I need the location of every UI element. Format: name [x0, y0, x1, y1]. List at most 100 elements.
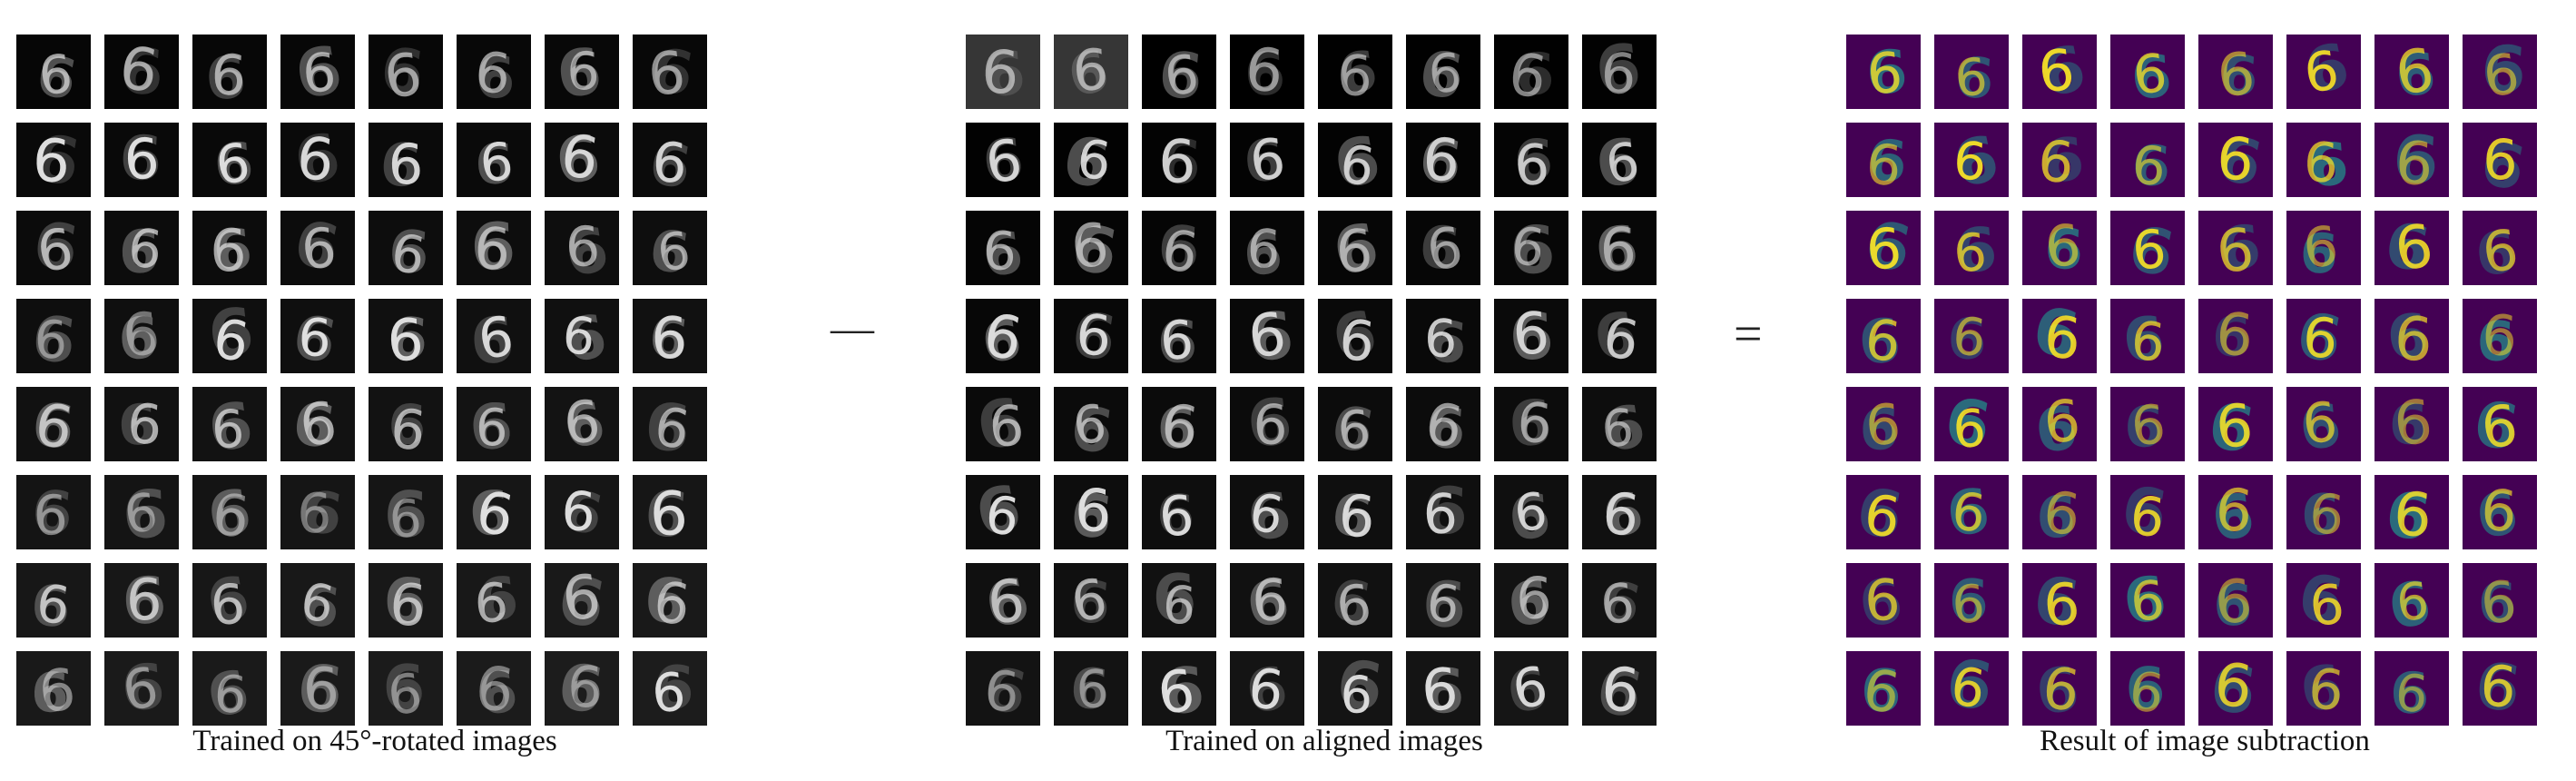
feature-tile-image: 66	[1934, 299, 2009, 373]
svg-text:6: 6	[1509, 212, 1556, 285]
svg-text:6: 6	[558, 563, 605, 635]
svg-text:6: 6	[1948, 568, 1989, 635]
feature-tile-image: 66	[545, 475, 619, 549]
feature-tile-image: 66	[16, 123, 91, 197]
svg-text:6: 6	[1155, 38, 1205, 109]
feature-tile-image: 66	[2110, 35, 2185, 109]
feature-tile-image: 66	[1582, 211, 1657, 285]
svg-text:6: 6	[1244, 479, 1295, 549]
feature-tile-image: 66	[369, 299, 443, 373]
svg-text:6: 6	[2208, 480, 2258, 549]
feature-tile-image: 66	[1318, 651, 1392, 726]
svg-text:6: 6	[1593, 35, 1645, 109]
svg-text:6: 6	[28, 302, 80, 373]
feature-tile-image: 66	[2463, 387, 2537, 461]
feature-tile-image: 66	[1846, 123, 1921, 197]
svg-text:6: 6	[123, 127, 161, 193]
feature-tile-image: 66	[2198, 387, 2273, 461]
svg-text:6: 6	[1511, 481, 1551, 544]
svg-text:6: 6	[982, 659, 1022, 726]
minus-sign: —	[831, 304, 874, 352]
svg-text:6: 6	[1422, 482, 1459, 547]
svg-text:6: 6	[122, 476, 170, 549]
svg-text:6: 6	[2479, 35, 2529, 109]
svg-text:6: 6	[1334, 39, 1381, 107]
svg-text:6: 6	[1068, 656, 1111, 723]
svg-text:6: 6	[643, 564, 689, 638]
svg-text:6: 6	[2129, 310, 2168, 373]
feature-tile-image: 66	[633, 475, 707, 549]
svg-text:6: 6	[474, 571, 509, 635]
svg-text:6: 6	[1598, 654, 1642, 726]
svg-text:6: 6	[1415, 124, 1466, 197]
feature-tile-image: 66	[2374, 651, 2449, 726]
svg-text:6: 6	[2384, 568, 2434, 638]
feature-tile-image: 66	[192, 387, 267, 461]
svg-text:6: 6	[2214, 40, 2258, 109]
svg-text:6: 6	[125, 392, 164, 458]
svg-text:6: 6	[1243, 127, 1285, 195]
feature-tile-image: 66	[2463, 35, 2537, 109]
feature-tile-image: 66	[104, 35, 179, 109]
feature-tile-image: 66	[1318, 35, 1392, 109]
svg-text:6: 6	[1599, 41, 1638, 107]
svg-text:6: 6	[118, 393, 157, 458]
svg-text:6: 6	[1942, 651, 1998, 726]
equals-sign: =	[1734, 306, 1763, 362]
svg-text:6: 6	[1416, 213, 1463, 284]
svg-text:6: 6	[652, 654, 695, 724]
svg-text:6: 6	[2129, 42, 2169, 107]
svg-text:6: 6	[644, 130, 695, 197]
svg-text:6: 6	[387, 304, 430, 373]
svg-text:6: 6	[472, 215, 512, 283]
svg-text:6: 6	[1952, 47, 1991, 109]
svg-text:6: 6	[2129, 218, 2168, 282]
svg-text:6: 6	[2039, 654, 2083, 725]
svg-text:6: 6	[1855, 305, 1903, 373]
svg-text:6: 6	[1332, 573, 1375, 638]
feature-tile-image: 66	[1846, 299, 1921, 373]
feature-tile-image: 66	[1318, 563, 1392, 638]
feature-tile-image: 66	[1054, 35, 1128, 109]
svg-text:6: 6	[988, 394, 1026, 460]
svg-text:6: 6	[1156, 125, 1204, 197]
feature-tile-image: 66	[192, 123, 267, 197]
svg-text:6: 6	[559, 479, 597, 543]
svg-text:6: 6	[1242, 222, 1284, 285]
svg-text:6: 6	[120, 301, 162, 371]
svg-text:6: 6	[2129, 133, 2172, 197]
svg-text:6: 6	[29, 660, 70, 726]
svg-text:6: 6	[120, 563, 168, 638]
feature-tile-image: 66	[192, 563, 267, 638]
feature-tile-image: 66	[1406, 387, 1480, 461]
svg-text:6: 6	[1074, 127, 1114, 193]
svg-text:6: 6	[2213, 392, 2256, 461]
feature-tile-image: 66	[104, 563, 179, 638]
svg-text:6: 6	[1505, 568, 1552, 638]
svg-text:6: 6	[1864, 216, 1904, 283]
svg-text:6: 6	[2031, 653, 2083, 726]
svg-text:6: 6	[118, 123, 164, 194]
feature-tile-image: 66	[280, 651, 355, 726]
svg-text:6: 6	[645, 304, 692, 373]
feature-tile-image: 66	[545, 35, 619, 109]
svg-text:6: 6	[2392, 213, 2437, 284]
